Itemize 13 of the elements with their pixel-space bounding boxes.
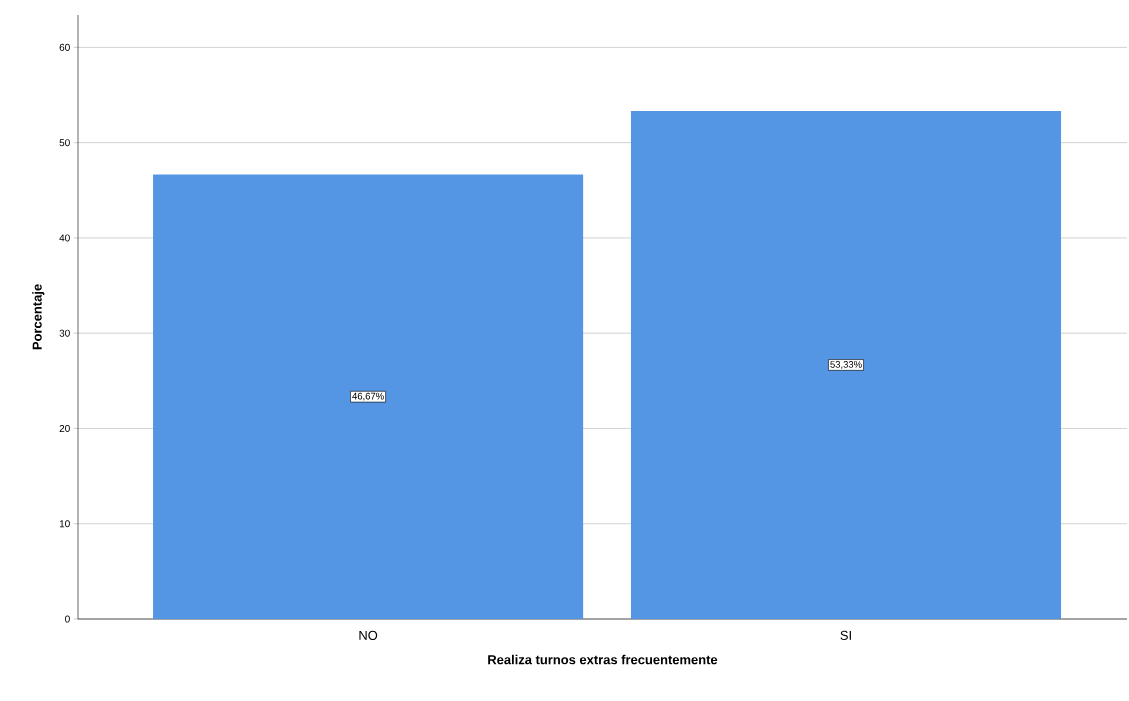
y-tick-label: 10 (59, 520, 70, 528)
y-tick-label: 0 (65, 615, 70, 623)
y-tick-label: 40 (59, 234, 70, 242)
x-axis-title: Realiza turnos extras frecuentemente (488, 654, 718, 665)
y-tick-label: 20 (59, 424, 70, 432)
x-tick-label: SI (840, 630, 851, 640)
y-tick-label: 30 (59, 329, 70, 337)
data-label: 53,33% (830, 361, 862, 369)
x-tick-label: NO (359, 630, 378, 640)
y-tick-label: 50 (59, 139, 70, 147)
data-label: 46,67% (352, 392, 384, 401)
y-axis-title: Porcentaje (32, 284, 45, 350)
y-tick-label: 60 (59, 43, 70, 51)
